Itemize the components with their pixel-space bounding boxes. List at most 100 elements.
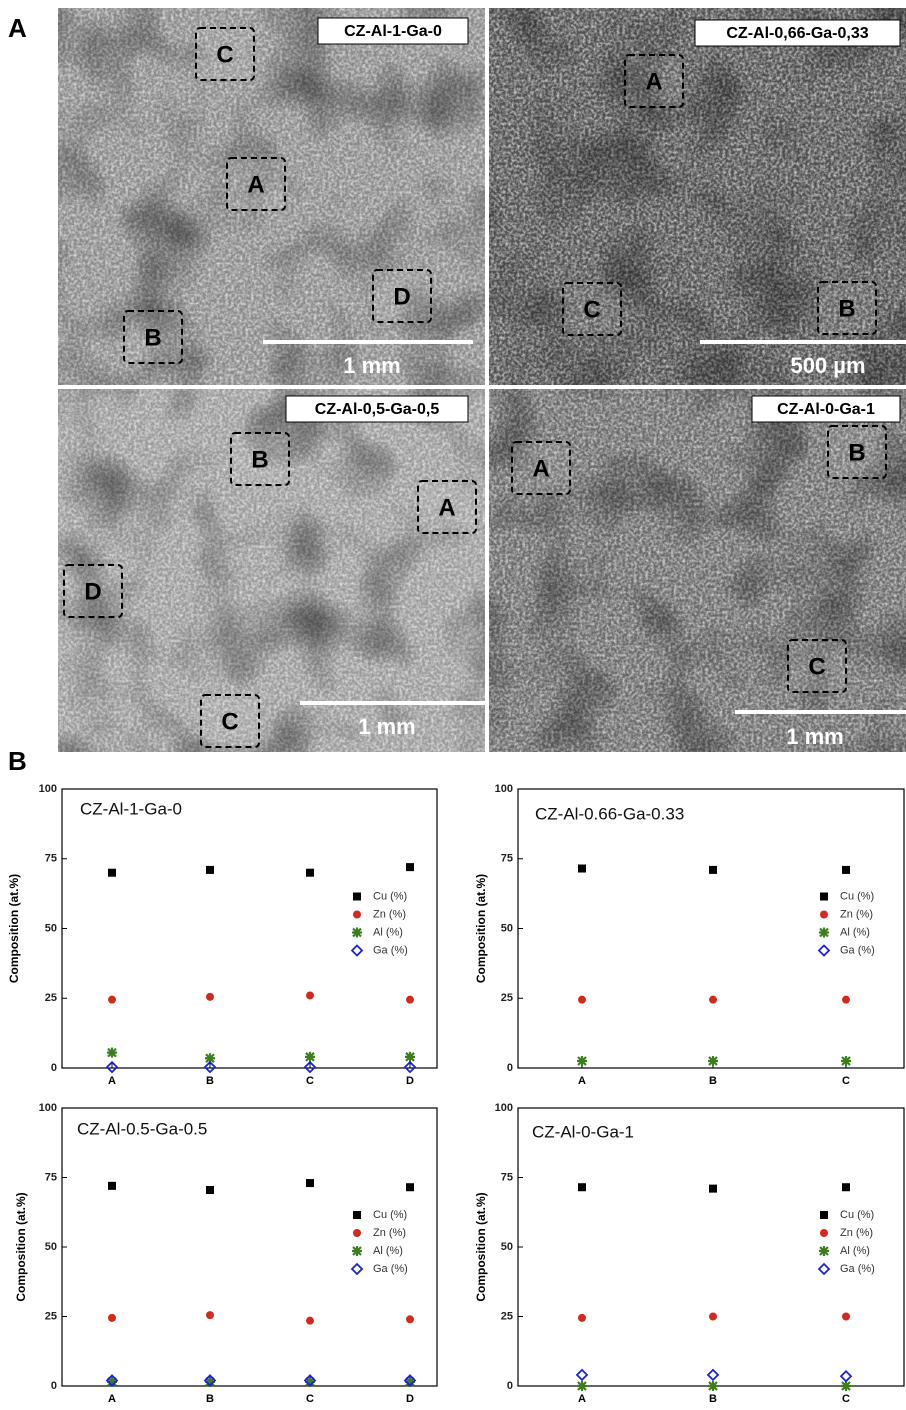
data-point xyxy=(841,1371,851,1381)
y-tick-label: 25 xyxy=(501,992,513,1004)
data-point xyxy=(578,1183,586,1191)
data-point xyxy=(306,869,314,877)
legend-label: Zn (%) xyxy=(373,908,406,920)
data-point xyxy=(405,1052,415,1062)
region-label: B xyxy=(144,324,161,351)
legend-label: Al (%) xyxy=(373,1245,403,1257)
data-point xyxy=(306,1317,314,1325)
region-label: C xyxy=(583,296,600,323)
data-point xyxy=(708,1056,718,1066)
data-point xyxy=(842,1313,850,1321)
legend-marker xyxy=(353,911,361,919)
legend-marker xyxy=(819,1264,829,1274)
figure: A B CZ-Al-1-Ga-0 C A D B 1 mm CZ-Al-0,66-Ga-0,… xyxy=(0,0,906,1410)
data-point xyxy=(841,1056,851,1066)
x-tick-label: D xyxy=(406,1075,414,1087)
y-tick-label: 100 xyxy=(495,1102,513,1114)
region-label: C xyxy=(808,653,825,680)
legend-label: Cu (%) xyxy=(373,1209,407,1221)
y-tick-label: 0 xyxy=(51,1062,57,1074)
legend-marker xyxy=(819,946,829,956)
legend-marker xyxy=(352,1246,362,1256)
legend-marker xyxy=(352,1264,362,1274)
data-point xyxy=(406,1315,414,1323)
legend-marker xyxy=(352,946,362,956)
region-label: B xyxy=(848,439,865,466)
legend-marker xyxy=(820,1211,828,1219)
x-tick-label: A xyxy=(108,1393,116,1405)
region-label: A xyxy=(247,171,264,198)
legend-label: Ga (%) xyxy=(840,944,875,956)
panel-label: B xyxy=(8,746,27,776)
y-axis-label: Composition (at.%) xyxy=(7,874,21,983)
region-label: A xyxy=(645,68,662,95)
sample-label: CZ-Al-0,66-Ga-0,33 xyxy=(726,25,868,42)
sample-label: CZ-Al-0-Ga-1 xyxy=(777,401,875,418)
data-point xyxy=(206,866,214,874)
data-point xyxy=(306,991,314,999)
data-point xyxy=(577,1381,587,1391)
sample-label: CZ-Al-0,5-Ga-0,5 xyxy=(315,401,440,418)
data-point xyxy=(107,1048,117,1058)
x-tick-label: C xyxy=(306,1393,314,1405)
x-tick-label: C xyxy=(842,1075,850,1087)
data-point xyxy=(577,1056,587,1066)
chart: 0255075100Composition (at.%)CZ-Al-0.66-G… xyxy=(474,783,904,1087)
chart-title: CZ-Al-1-Ga-0 xyxy=(80,799,182,818)
x-tick-label: A xyxy=(578,1075,586,1087)
y-axis-label: Composition (at.%) xyxy=(474,874,488,983)
x-tick-label: D xyxy=(406,1393,414,1405)
legend-marker xyxy=(353,1211,361,1219)
chart: 0255075100Composition (at.%)CZ-Al-0-Ga-1… xyxy=(474,1102,904,1405)
y-tick-label: 75 xyxy=(45,853,57,865)
legend-label: Zn (%) xyxy=(840,1227,873,1239)
y-axis-label: Composition (at.%) xyxy=(14,1192,28,1301)
region-label: D xyxy=(84,578,101,605)
data-point xyxy=(305,1052,315,1062)
y-tick-label: 25 xyxy=(45,1310,57,1322)
y-tick-label: 75 xyxy=(501,853,513,865)
data-point xyxy=(406,1183,414,1191)
data-point xyxy=(708,1370,718,1380)
legend-label: Al (%) xyxy=(373,926,403,938)
y-tick-label: 100 xyxy=(495,783,513,795)
x-tick-label: C xyxy=(842,1393,850,1405)
data-point xyxy=(306,1179,314,1187)
data-point xyxy=(406,996,414,1004)
chart-title: CZ-Al-0.5-Ga-0.5 xyxy=(77,1119,207,1138)
scale-bar-label: 1 mm xyxy=(343,353,400,378)
data-point xyxy=(578,1314,586,1322)
data-point xyxy=(709,1313,717,1321)
x-tick-label: B xyxy=(709,1393,717,1405)
data-point xyxy=(108,996,116,1004)
region-label: C xyxy=(216,41,233,68)
scale-bar-label: 500 µm xyxy=(790,353,865,378)
data-point xyxy=(108,1314,116,1322)
data-point xyxy=(708,1381,718,1391)
legend-marker xyxy=(819,1246,829,1256)
data-point xyxy=(709,1185,717,1193)
legend-marker xyxy=(820,893,828,901)
scale-bar-label: 1 mm xyxy=(786,724,843,749)
x-tick-label: B xyxy=(709,1075,717,1087)
micrograph: CZ-Al-0-Ga-1 A B C 1 mm xyxy=(489,389,906,752)
y-tick-label: 50 xyxy=(45,1241,57,1253)
data-point xyxy=(108,869,116,877)
region-label: C xyxy=(221,708,238,735)
y-tick-label: 0 xyxy=(507,1380,513,1392)
x-tick-label: B xyxy=(206,1075,214,1087)
y-tick-label: 100 xyxy=(39,783,57,795)
y-tick-label: 0 xyxy=(51,1380,57,1392)
legend-label: Cu (%) xyxy=(840,890,874,902)
legend-marker xyxy=(352,928,362,938)
legend-marker xyxy=(819,928,829,938)
x-tick-label: A xyxy=(578,1393,586,1405)
data-point xyxy=(578,996,586,1004)
region-label: A xyxy=(532,455,549,482)
y-tick-label: 25 xyxy=(501,1310,513,1322)
x-tick-label: A xyxy=(108,1075,116,1087)
